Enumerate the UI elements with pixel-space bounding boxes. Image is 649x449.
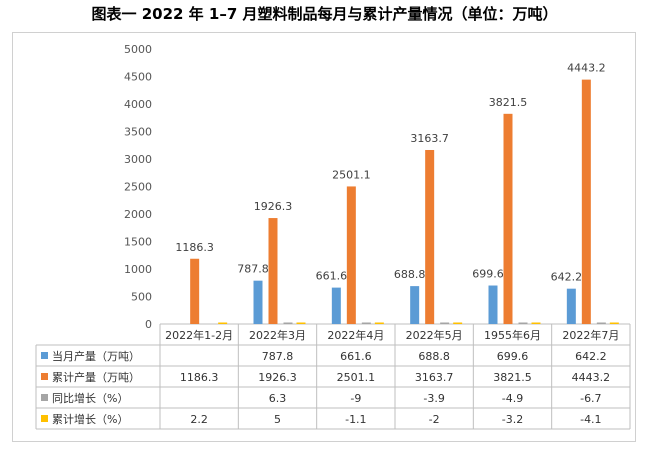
table-cell-s2-c2: -9	[350, 392, 361, 405]
bar-s0-c4	[488, 285, 498, 324]
legend-label-1: 累计产量（万吨）	[52, 370, 140, 384]
y-tick-label-5: 2500	[124, 181, 152, 194]
y-tick-label-1: 500	[131, 291, 152, 304]
data-label-s1-c3: 3163.7	[410, 132, 449, 145]
x-category-label-4: 1955年6月	[484, 328, 541, 342]
y-tick-label-3: 1500	[124, 236, 152, 249]
y-tick-label-2: 1000	[124, 263, 152, 276]
table-cell-s1-c2: 2501.1	[337, 371, 376, 384]
bar-s1-c0	[190, 258, 200, 324]
y-tick-label-7: 3500	[124, 126, 152, 139]
legend-label-0: 当月产量（万吨）	[52, 349, 140, 363]
bar-s0-c3	[410, 286, 420, 324]
table-cell-s0-c2: 661.6	[340, 350, 372, 363]
x-category-label-5: 2022年7月	[562, 328, 619, 342]
y-tick-label-8: 4000	[124, 98, 152, 111]
chart-frame	[12, 32, 636, 442]
data-label-s0-c4: 699.6	[472, 268, 504, 281]
table-cell-s1-c4: 3821.5	[493, 371, 532, 384]
table-cell-s1-c0: 1186.3	[180, 371, 219, 384]
data-label-s1-c5: 4443.2	[567, 62, 606, 75]
table-cell-s1-c1: 1926.3	[258, 371, 297, 384]
table-cell-s0-c5: 642.2	[575, 350, 607, 363]
y-tick-label-9: 4500	[124, 71, 152, 84]
data-label-s0-c2: 661.6	[316, 270, 348, 283]
table-cell-s3-c2: -1.1	[345, 413, 366, 426]
table-cell-s0-c1: 787.8	[262, 350, 294, 363]
table-cell-s1-c3: 3163.7	[415, 371, 454, 384]
table-cell-s1-c5: 4443.2	[572, 371, 611, 384]
table-cell-s2-c1: 6.3	[269, 392, 287, 405]
x-category-label-3: 2022年5月	[406, 328, 463, 342]
data-label-s0-c5: 642.2	[551, 271, 583, 284]
y-tick-label-10: 5000	[124, 43, 152, 56]
data-label-s0-c1: 787.8	[237, 263, 269, 276]
bar-s3-c0	[218, 322, 228, 324]
bar-s0-c2	[331, 287, 341, 324]
bar-s2-c2	[361, 322, 371, 324]
bar-s3-c3	[453, 322, 463, 324]
data-label-s0-c3: 688.8	[394, 268, 426, 281]
bar-s1-c1	[268, 218, 278, 324]
x-category-label-2: 2022年4月	[327, 328, 384, 342]
legend-label-3: 累计增长（%）	[52, 412, 128, 426]
y-tick-label-0: 0	[145, 318, 152, 331]
bar-s1-c5	[581, 79, 591, 325]
table-cell-s3-c0: 2.2	[190, 413, 208, 426]
data-label-s1-c0: 1186.3	[175, 241, 214, 254]
bar-s1-c3	[425, 149, 435, 324]
table-cell-s2-c3: -3.9	[423, 392, 444, 405]
bar-s2-c5	[596, 322, 606, 324]
legend-swatch-3	[41, 415, 48, 422]
bar-s0-c1	[253, 280, 263, 324]
x-category-label-1: 2022年3月	[249, 328, 306, 342]
table-cell-s3-c5: -4.1	[580, 413, 601, 426]
table-cell-s3-c4: -3.2	[502, 413, 523, 426]
data-label-s1-c2: 2501.1	[332, 168, 371, 181]
x-category-label-0: 2022年1-2月	[165, 328, 233, 342]
table-cell-s0-c3: 688.8	[418, 350, 450, 363]
bar-s2-c3	[440, 322, 450, 324]
legend-swatch-2	[41, 394, 48, 401]
legend-swatch-1	[41, 373, 48, 380]
bar-s3-c1	[296, 322, 306, 324]
table-cell-s0-c4: 699.6	[497, 350, 529, 363]
bar-s3-c2	[374, 322, 384, 324]
legend-label-2: 同比增长（%）	[52, 391, 128, 405]
y-tick-label-6: 3000	[124, 153, 152, 166]
bar-s0-c5	[566, 288, 576, 324]
table-cell-s3-c3: -2	[429, 413, 440, 426]
bar-s3-c4	[531, 322, 541, 324]
chart-title: 图表一 2022 年 1–7 月塑料制品每月与累计产量情况（单位：万吨）	[91, 5, 558, 23]
bar-s3-c5	[609, 322, 619, 324]
table-cell-s2-c5: -6.7	[580, 392, 601, 405]
legend-swatch-0	[41, 352, 48, 359]
bar-s1-c2	[346, 186, 356, 324]
data-label-s1-c4: 3821.5	[489, 96, 528, 109]
y-tick-label-4: 2000	[124, 208, 152, 221]
table-cell-s2-c4: -4.9	[502, 392, 523, 405]
bar-s1-c4	[503, 113, 513, 324]
table-cell-s3-c1: 5	[274, 413, 281, 426]
data-label-s1-c1: 1926.3	[254, 200, 293, 213]
bar-s2-c4	[518, 322, 528, 324]
bar-s2-c1	[283, 322, 293, 324]
